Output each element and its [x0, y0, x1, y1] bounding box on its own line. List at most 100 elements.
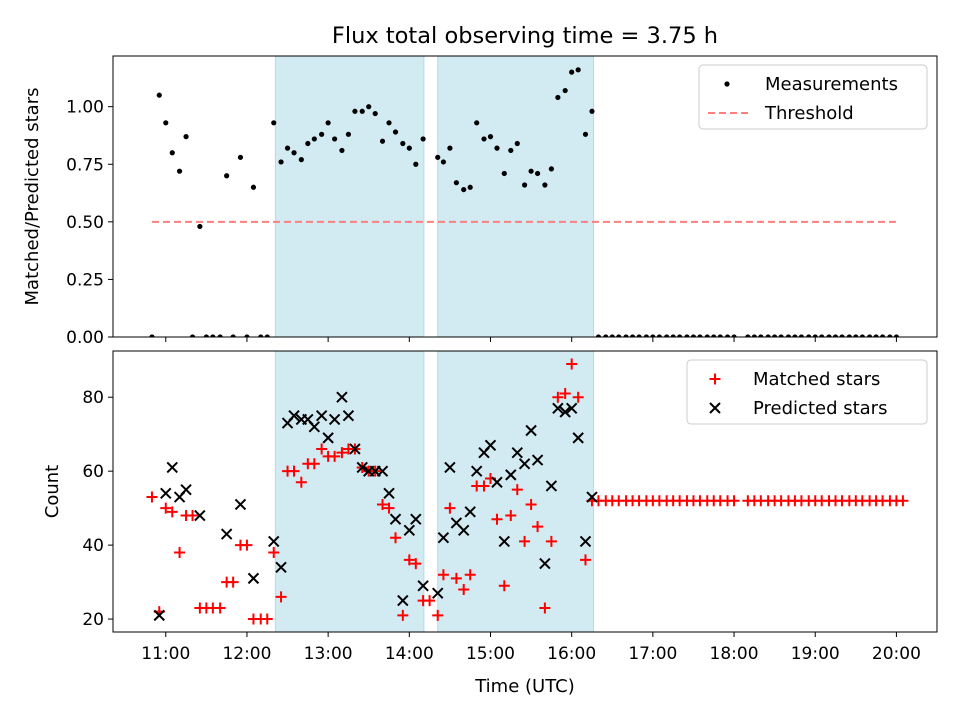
measurement-point [372, 110, 378, 117]
measurement-point [528, 168, 534, 174]
predicted-star-marker [470, 465, 483, 477]
measurement-point [677, 334, 683, 337]
matched-star-marker [450, 572, 462, 584]
measurement-point [792, 334, 798, 337]
measurement-point [494, 145, 500, 151]
measurement-point [704, 334, 710, 337]
matched-star-marker [525, 498, 537, 510]
matched-star-marker [295, 476, 307, 488]
predicted-star-marker [389, 513, 402, 525]
measurement-point [244, 334, 250, 337]
predicted-star-marker [166, 461, 178, 474]
predicted-star-marker [444, 461, 456, 474]
measurement-point [210, 334, 216, 337]
matched-star-marker [572, 391, 584, 403]
predicted-star-marker [247, 572, 260, 585]
predicted-star-marker [410, 513, 422, 525]
matched-star-marker [397, 609, 409, 621]
predicted-star-marker [432, 587, 444, 599]
predicted-star-marker [160, 487, 172, 500]
measurement-point [711, 334, 717, 337]
measurement-point [156, 92, 162, 98]
matched-star-marker [166, 506, 178, 518]
x-tick-label: 19:00 [791, 644, 840, 664]
measurement-point [684, 334, 690, 337]
measurement-point [717, 334, 723, 337]
matched-star-marker [728, 495, 740, 507]
measurement-point [487, 134, 494, 140]
predicted-star-marker [491, 476, 503, 488]
measurement-point [400, 140, 406, 147]
x-tick-label: 20:00 [872, 644, 921, 664]
measurement-point [819, 334, 825, 337]
measurement-point [555, 94, 561, 101]
matched-star-marker [566, 358, 578, 370]
measurement-point [765, 334, 771, 337]
predicted-star-marker [457, 524, 470, 537]
matched-star-marker [174, 547, 186, 559]
x-tick-label: 17:00 [628, 644, 677, 664]
plot-area [149, 56, 900, 337]
matched-star-marker [532, 521, 544, 533]
matched-star-marker [275, 591, 287, 603]
measurement-point [731, 334, 737, 337]
measurement-point [609, 334, 615, 337]
measurement-point [203, 334, 209, 337]
x-tick-label: 15:00 [466, 644, 515, 664]
measurement-point [636, 334, 642, 337]
observation-window [274, 351, 425, 632]
chart-title: Flux total observing time = 3.75 h [332, 23, 718, 49]
legend-box [686, 359, 928, 425]
measurement-point [305, 140, 311, 147]
measurement-point [271, 120, 277, 126]
predicted-star-marker [403, 524, 416, 537]
measurement-point [163, 120, 169, 126]
measurement-point [880, 334, 886, 337]
matched-star-marker [498, 580, 510, 592]
measurement-point [250, 184, 257, 190]
measurement-point [474, 120, 480, 126]
predicted-star-marker [322, 432, 334, 444]
measurement-point [656, 334, 662, 337]
measurement-point [189, 334, 196, 337]
measurement-point [623, 334, 629, 337]
y-tick-label: 60 [82, 462, 104, 482]
x-tick-label: 13:00 [304, 644, 353, 664]
measurement-point [311, 136, 317, 142]
predicted-star-marker [275, 561, 287, 574]
measurement-point [339, 147, 345, 154]
measurement-point [629, 334, 636, 337]
predicted-star-marker [511, 446, 523, 459]
predicted-star-marker [505, 469, 517, 481]
matched-star-marker [329, 450, 341, 462]
measurement-point [785, 334, 792, 337]
predicted-star-marker [376, 465, 389, 477]
matched-star-marker [505, 510, 517, 522]
measurement-point [278, 159, 284, 165]
measurement-point [853, 334, 859, 337]
predicted-star-marker [234, 498, 247, 511]
measurement-point [176, 168, 183, 174]
measurement-point [603, 334, 609, 337]
matched-star-marker [336, 447, 348, 459]
measurement-point [237, 154, 244, 160]
legend-label: Measurements [765, 74, 898, 95]
measurement-point [461, 186, 467, 193]
measurement-point [169, 150, 175, 156]
matched-star-marker [187, 510, 199, 522]
measurement-point [447, 145, 453, 151]
matched-star-marker [478, 480, 490, 492]
measurement-point [325, 120, 331, 126]
matched-star-marker [579, 554, 591, 566]
measurement-point [745, 334, 751, 337]
matched-star-marker [390, 532, 402, 544]
measurement-point [589, 108, 595, 114]
predicted-star-marker [417, 580, 429, 592]
legend-label: Predicted stars [753, 398, 887, 419]
matched-star-marker [268, 547, 280, 559]
y-tick-label: 1.00 [66, 98, 104, 118]
measurement-point [859, 334, 865, 337]
y-tick-label: 0.75 [66, 155, 104, 175]
x-tick-label: 16:00 [547, 644, 596, 664]
measurement-point [508, 147, 514, 154]
